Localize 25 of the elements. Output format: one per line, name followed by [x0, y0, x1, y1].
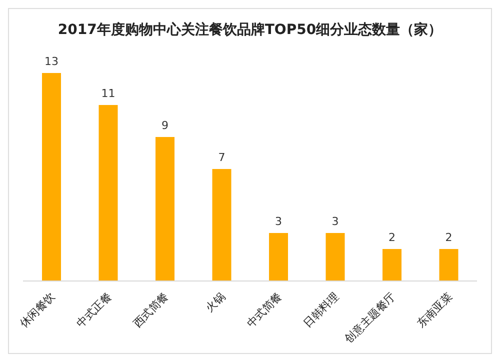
x-tick-label: 休闲餐饮 — [17, 290, 58, 330]
bar — [382, 249, 402, 281]
data-label: 9 — [162, 119, 168, 132]
data-label: 7 — [218, 151, 226, 164]
bar — [42, 73, 61, 281]
x-tick-label: 中式简餐 — [244, 290, 284, 330]
bar — [156, 137, 174, 281]
x-tick-label: 西式简餐 — [130, 290, 171, 330]
x-tick-label: 东南亚菜 — [414, 290, 455, 330]
data-label: 13 — [44, 55, 58, 68]
bar — [326, 233, 345, 281]
data-label: 2 — [388, 231, 396, 244]
bar — [98, 105, 118, 281]
x-tick-label: 中式正餐 — [74, 290, 114, 330]
data-label: 11 — [101, 87, 116, 100]
bar — [212, 169, 232, 281]
data-label: 3 — [332, 215, 339, 228]
x-tick-label: 日韩料理 — [300, 290, 342, 330]
chart-title: 2017年度购物中心关注餐饮品牌TOP50细分业态数量（家） — [56, 20, 444, 40]
data-label: 3 — [275, 215, 282, 228]
bar — [269, 233, 288, 281]
bar — [439, 249, 458, 281]
x-tick-label: 创意主题餐厅 — [342, 290, 398, 346]
x-tick-label: 火锅 — [203, 290, 228, 315]
data-label: 2 — [445, 231, 452, 244]
